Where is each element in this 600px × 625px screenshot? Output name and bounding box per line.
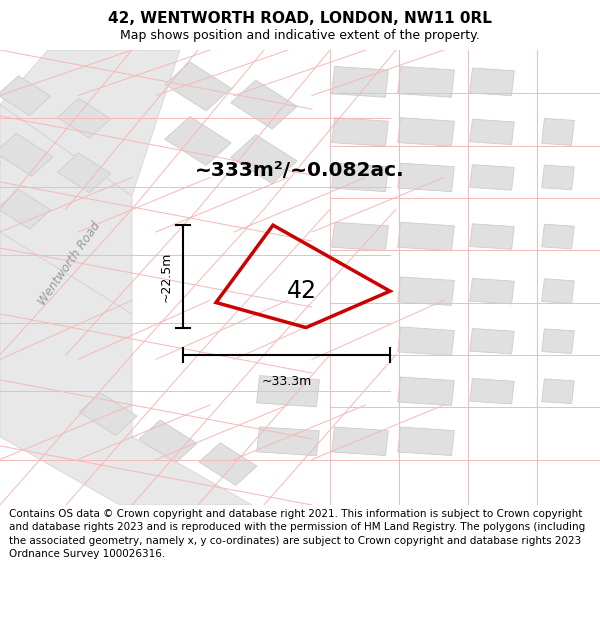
Polygon shape <box>58 98 110 138</box>
Polygon shape <box>165 62 231 111</box>
Polygon shape <box>398 327 454 356</box>
Polygon shape <box>257 427 319 456</box>
Polygon shape <box>0 133 53 176</box>
Polygon shape <box>470 224 514 249</box>
Polygon shape <box>0 104 132 314</box>
Polygon shape <box>542 119 574 146</box>
Polygon shape <box>470 164 514 190</box>
Polygon shape <box>542 224 574 249</box>
Polygon shape <box>398 66 454 98</box>
Polygon shape <box>199 442 257 486</box>
Polygon shape <box>139 420 197 462</box>
Polygon shape <box>231 135 297 184</box>
Polygon shape <box>332 427 388 456</box>
Text: ~333m²/~0.082ac.: ~333m²/~0.082ac. <box>195 161 405 180</box>
Polygon shape <box>398 377 454 406</box>
Text: ~33.3m: ~33.3m <box>262 376 311 388</box>
Polygon shape <box>398 163 454 192</box>
Polygon shape <box>332 66 388 98</box>
Polygon shape <box>332 163 388 192</box>
Polygon shape <box>542 379 574 404</box>
Polygon shape <box>0 232 252 505</box>
Polygon shape <box>398 222 454 251</box>
Text: Map shows position and indicative extent of the property.: Map shows position and indicative extent… <box>120 29 480 42</box>
Text: Wentworth Road: Wentworth Road <box>35 219 103 308</box>
Polygon shape <box>470 278 514 304</box>
Text: Contains OS data © Crown copyright and database right 2021. This information is : Contains OS data © Crown copyright and d… <box>9 509 585 559</box>
Polygon shape <box>0 76 50 116</box>
Polygon shape <box>542 329 574 354</box>
Polygon shape <box>470 68 514 96</box>
Polygon shape <box>470 329 514 354</box>
Polygon shape <box>58 153 110 192</box>
Polygon shape <box>332 222 388 251</box>
Text: 42, WENTWORTH ROAD, LONDON, NW11 0RL: 42, WENTWORTH ROAD, LONDON, NW11 0RL <box>108 11 492 26</box>
Text: ~22.5m: ~22.5m <box>159 251 172 301</box>
Polygon shape <box>257 376 319 407</box>
Polygon shape <box>0 189 50 229</box>
Polygon shape <box>398 118 454 146</box>
Polygon shape <box>398 277 454 306</box>
Polygon shape <box>0 50 180 196</box>
Polygon shape <box>542 165 574 190</box>
Polygon shape <box>332 118 388 146</box>
Text: 42: 42 <box>287 279 317 303</box>
Polygon shape <box>79 392 137 435</box>
Polygon shape <box>470 119 514 144</box>
Polygon shape <box>165 116 231 166</box>
Polygon shape <box>542 279 574 304</box>
Polygon shape <box>398 427 454 456</box>
Polygon shape <box>470 379 514 404</box>
Polygon shape <box>231 80 297 129</box>
